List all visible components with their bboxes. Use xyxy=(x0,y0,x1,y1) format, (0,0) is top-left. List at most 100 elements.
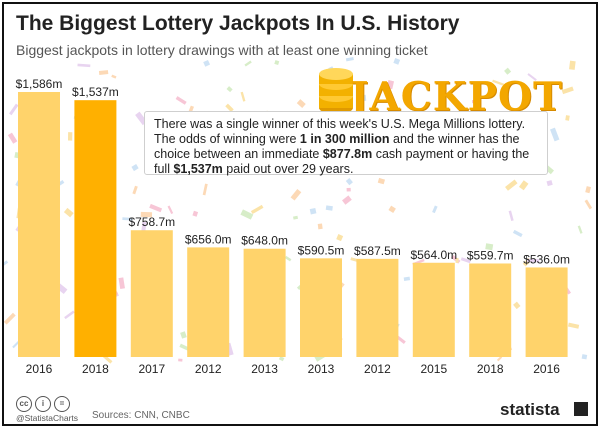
confetti-piece xyxy=(496,356,503,362)
value-label: $564.0m xyxy=(410,248,457,262)
callout-text-2: and the winner has the choice between an… xyxy=(154,132,520,161)
bar xyxy=(130,230,173,357)
confetti-piece xyxy=(118,277,125,290)
confetti-piece xyxy=(149,203,163,213)
confetti-piece xyxy=(226,86,233,93)
confetti-piece xyxy=(485,243,494,251)
bar xyxy=(412,262,455,357)
confetti-piece xyxy=(472,99,479,104)
confetti-piece xyxy=(345,56,354,62)
category-label: 2018 xyxy=(82,362,109,376)
confetti-piece xyxy=(584,199,593,210)
confetti-piece xyxy=(192,210,199,217)
confetti-piece xyxy=(317,223,323,230)
category-label: 2017 xyxy=(138,362,165,376)
category-label: 2012 xyxy=(195,362,222,376)
confetti-piece xyxy=(64,310,75,320)
confetti-piece xyxy=(325,205,333,211)
confetti-piece xyxy=(284,255,292,262)
confetti-piece xyxy=(577,225,583,234)
confetti-piece xyxy=(504,67,512,75)
license-icons: cc i = xyxy=(16,396,70,412)
bar xyxy=(469,263,512,357)
coin-stack-icon xyxy=(319,68,353,114)
value-label: $559.7m xyxy=(467,248,514,262)
confetti-piece xyxy=(508,210,514,222)
confetti-piece xyxy=(565,115,570,121)
confetti-piece xyxy=(393,57,401,65)
confetti-piece xyxy=(561,86,574,95)
confetti-piece xyxy=(336,234,344,242)
confetti-piece xyxy=(278,356,285,362)
confetti-piece xyxy=(377,177,386,185)
confetti-piece xyxy=(492,79,505,87)
confetti-piece xyxy=(240,209,254,220)
category-label: 2015 xyxy=(420,362,447,376)
confetti-piece xyxy=(111,74,117,79)
value-label: $536.0m xyxy=(523,252,570,266)
footer: cc i = @StatistaCharts Sources: CNN, CNB… xyxy=(4,392,596,424)
confetti-piece xyxy=(309,207,317,215)
confetti-piece xyxy=(388,205,396,213)
confetti-piece xyxy=(403,276,411,281)
confetti-piece xyxy=(131,164,139,172)
social-handle: @StatistaCharts xyxy=(16,413,79,423)
confetti-piece xyxy=(202,183,208,196)
confetti-piece xyxy=(296,99,306,108)
bar xyxy=(18,92,60,357)
category-label: 2016 xyxy=(533,362,560,376)
confetti-piece xyxy=(585,186,591,194)
confetti-piece xyxy=(460,257,471,264)
confetti-piece xyxy=(432,205,438,214)
confetti-piece xyxy=(569,60,576,70)
confetti-piece xyxy=(98,70,109,75)
confetti-piece xyxy=(526,258,540,263)
confetti-piece xyxy=(361,94,367,102)
attribution-icon: i xyxy=(35,396,51,412)
confetti-piece xyxy=(9,103,19,116)
callout-odds: 1 in 300 million xyxy=(299,132,390,146)
value-label: $1,586m xyxy=(16,77,63,91)
confetti-piece xyxy=(7,132,18,144)
confetti-piece xyxy=(581,354,588,360)
value-label: $656.0m xyxy=(185,232,232,246)
chart-title: The Biggest Lottery Jackpots In U.S. His… xyxy=(16,12,460,35)
confetti-piece xyxy=(346,187,351,192)
callout-text-1: There was a single winner of this week's… xyxy=(154,117,526,146)
cc-icon: cc xyxy=(16,396,32,412)
annotation-callout: There was a single winner of this week's… xyxy=(144,111,548,176)
confetti-piece xyxy=(178,358,183,362)
callout-text-4: paid out over 29 years. xyxy=(222,162,354,176)
confetti-piece xyxy=(175,96,187,105)
confetti-piece xyxy=(527,73,537,81)
confetti-piece xyxy=(122,217,133,221)
confetti-piece xyxy=(4,312,16,325)
confetti-piece xyxy=(4,260,9,267)
confetti-piece xyxy=(67,132,73,141)
bar xyxy=(356,258,399,357)
statista-logo-mark-icon xyxy=(574,402,588,416)
confetti-piece xyxy=(293,215,299,220)
confetti-piece xyxy=(140,211,153,218)
callout-full: $1,537m xyxy=(173,162,223,176)
confetti-piece xyxy=(512,229,523,238)
confetti-piece xyxy=(290,188,302,201)
confetti-piece xyxy=(179,343,190,351)
confetti-piece xyxy=(63,207,74,218)
no-derivatives-icon: = xyxy=(54,396,70,412)
bar xyxy=(243,248,286,357)
sources-note: Sources: CNN, CNBC xyxy=(92,410,190,421)
confetti-piece xyxy=(250,204,264,215)
confetti-piece xyxy=(167,205,174,215)
category-label: 2012 xyxy=(364,362,391,376)
value-label: $648.0m xyxy=(241,234,288,248)
statista-logo: statista xyxy=(500,400,560,419)
confetti-piece xyxy=(567,322,580,329)
bar xyxy=(300,258,342,357)
callout-text-3: cash payment or having the full xyxy=(154,147,530,176)
confetti-piece xyxy=(505,179,518,191)
confetti-piece xyxy=(225,103,234,113)
confetti-piece xyxy=(386,80,395,90)
confetti-piece xyxy=(132,185,138,195)
